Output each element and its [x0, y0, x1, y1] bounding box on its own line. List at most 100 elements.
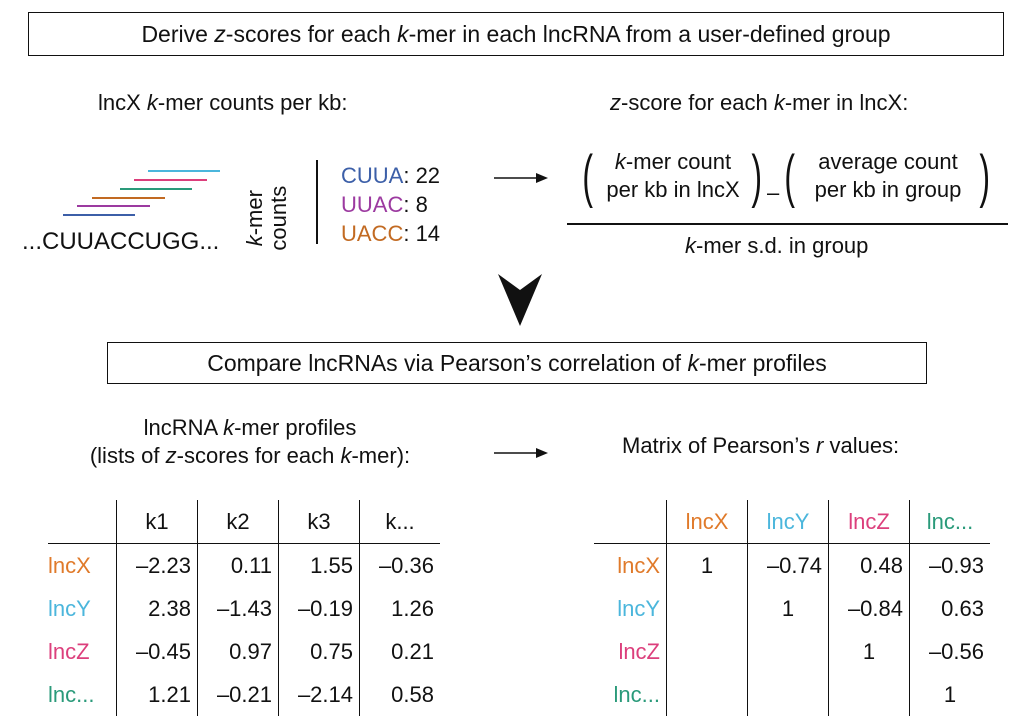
num1-k: k	[614, 149, 626, 174]
count-value-uuac: : 8	[403, 192, 428, 217]
profiles-title-line1: lncRNA k-mer profiles	[30, 414, 470, 442]
num2-line2: per kb in group	[814, 177, 962, 202]
count-uacc: UACC: 14	[341, 221, 440, 247]
step1-post: -mer in each lncRNA from a user-defined …	[408, 20, 891, 47]
profiles-rowlabel-lncmore: lnc...	[48, 681, 95, 707]
profiles-col-k2: k2	[197, 500, 279, 544]
profiles-rowlabel-lncz: lncZ	[48, 638, 90, 664]
matrix-cell	[666, 587, 748, 630]
profiles-cell: –0.19	[278, 587, 360, 630]
matrix-row-lncmore: lnc... 1	[594, 673, 990, 716]
profiles-t1-k: k	[223, 415, 235, 440]
arrow-right-1	[494, 173, 548, 183]
counts-title-pre: lncX	[98, 90, 147, 115]
step2-post: -mer profiles	[698, 349, 827, 376]
profiles-title-line2: (lists of z-scores for each k-mer):	[30, 442, 470, 470]
minus-sign: –	[767, 180, 780, 205]
kmer-uacc: UACC	[341, 221, 404, 246]
step2-box: Compare lncRNAs via Pearson’s correlatio…	[107, 342, 927, 384]
profiles-rowlabel-lncx: lncX	[48, 552, 91, 578]
matrix-title: Matrix of Pearson’s r values:	[622, 433, 899, 459]
matrix-row-lncz: lncZ 1 –0.56	[594, 630, 990, 673]
profiles-cell: –0.45	[116, 630, 198, 673]
matrix-col-lncz: lncZ	[828, 500, 910, 544]
profiles-cell: –0.36	[359, 543, 440, 587]
kmer-counts-axis: k-mer counts	[228, 160, 308, 251]
matrix-rowlabel-lncy: lncY	[617, 595, 660, 621]
profiles-row-lncy: lncY 2.38 –1.43 –0.19 1.26	[48, 587, 440, 630]
matrix-cell: –0.84	[828, 587, 910, 630]
matrix-col-lncx: lncX	[666, 500, 748, 544]
axis-mer: -mer	[241, 190, 267, 236]
num2-line1: average count	[818, 149, 958, 174]
profiles-row-lncmore: lnc... 1.21 –0.21 –2.14 0.58	[48, 673, 440, 716]
numerator-term2: average count per kb in group	[800, 148, 976, 204]
matrix-cell	[828, 673, 910, 716]
profiles-t2-k: k	[340, 443, 352, 468]
matrix-cell: 1	[909, 673, 990, 716]
profiles-cell: 0.58	[359, 673, 440, 716]
profiles-cell: 2.38	[116, 587, 198, 630]
matrix-cell	[666, 630, 748, 673]
profiles-cell: 0.97	[197, 630, 279, 673]
zscore-title-z: z	[610, 90, 621, 115]
numerator-term1: k-mer count per kb in lncX	[598, 148, 748, 204]
profiles-t2-post: -mer):	[351, 443, 411, 468]
profiles-corner	[48, 500, 117, 544]
matrix-cell: 0.63	[909, 587, 990, 630]
zscore-title-post: -mer in lncX:	[784, 90, 909, 115]
matrix-cell: –0.56	[909, 630, 990, 673]
num1-line2: per kb in lncX	[606, 177, 740, 202]
matrix-title-pre: Matrix of Pearson’s	[622, 433, 817, 458]
step1-k: k	[397, 20, 409, 47]
paren-open-1: (	[582, 144, 593, 209]
matrix-row-lncy: lncY 1 –0.84 0.63	[594, 587, 990, 630]
matrix-header-row: lncX lncY lncZ lnc...	[594, 500, 990, 544]
profiles-t2-z: z	[165, 443, 177, 468]
profiles-cell: 1.26	[359, 587, 440, 630]
axis-counts: counts	[266, 185, 291, 251]
axis-kmer: k-mer	[241, 173, 267, 263]
profiles-t1-post: -mer profiles	[234, 415, 357, 440]
step2-pre: Compare lncRNAs via Pearson’s correlatio…	[207, 349, 688, 376]
matrix-table: lncX lncY lncZ lnc... lncX 1 –0.74 0.48 …	[594, 500, 990, 716]
matrix-row-lncx: lncX 1 –0.74 0.48 –0.93	[594, 543, 990, 587]
count-cuua: CUUA: 22	[341, 163, 440, 189]
paren-close-1: )	[751, 144, 762, 209]
step1-mid: -scores for each	[225, 20, 398, 47]
counts-title-post: -mer counts per kb:	[157, 90, 348, 115]
profiles-row-lncz: lncZ –0.45 0.97 0.75 0.21	[48, 630, 440, 673]
matrix-col-lncmore: lnc...	[909, 500, 990, 544]
den-post: -mer s.d. in group	[696, 233, 869, 258]
profiles-cell: 0.11	[197, 543, 279, 587]
num1-line1: k-mer count	[598, 148, 748, 176]
matrix-cell: 0.48	[828, 543, 910, 587]
matrix-rowlabel-lncmore: lnc...	[613, 681, 660, 707]
profiles-col-k3: k3	[278, 500, 360, 544]
matrix-cell: –0.93	[909, 543, 990, 587]
profiles-cell: 1.55	[278, 543, 360, 587]
matrix-rowlabel-lncz: lncZ	[618, 638, 660, 664]
profiles-col-k1: k1	[116, 500, 198, 544]
matrix-title-post: values:	[823, 433, 900, 458]
step1-z: z	[214, 20, 226, 47]
matrix-cell: 1	[666, 543, 748, 587]
profiles-cell: –1.43	[197, 587, 279, 630]
profiles-row-lncx: lncX –2.23 0.11 1.55 –0.36	[48, 543, 440, 587]
matrix-cell	[747, 630, 829, 673]
counts-title: lncX k-mer counts per kb:	[98, 90, 347, 116]
count-value-cuua: : 22	[403, 163, 441, 188]
denominator: k-mer s.d. in group	[685, 233, 868, 259]
profiles-cell: 1.21	[116, 673, 198, 716]
step1-box: Derive z-scores for each k-mer in each l…	[28, 12, 1004, 56]
axis-k: k	[241, 235, 267, 247]
kmer-cuua: CUUA	[341, 163, 404, 188]
profiles-cell: –0.21	[197, 673, 279, 716]
den-k: k	[685, 233, 696, 258]
matrix-rowlabel-lncx: lncX	[617, 552, 660, 578]
matrix-cell: 1	[828, 630, 910, 673]
matrix-corner	[594, 500, 667, 544]
profiles-header-row: k1 k2 k3 k...	[48, 500, 440, 544]
profiles-cell: 0.75	[278, 630, 360, 673]
num1-line1-text: -mer count	[625, 149, 732, 174]
